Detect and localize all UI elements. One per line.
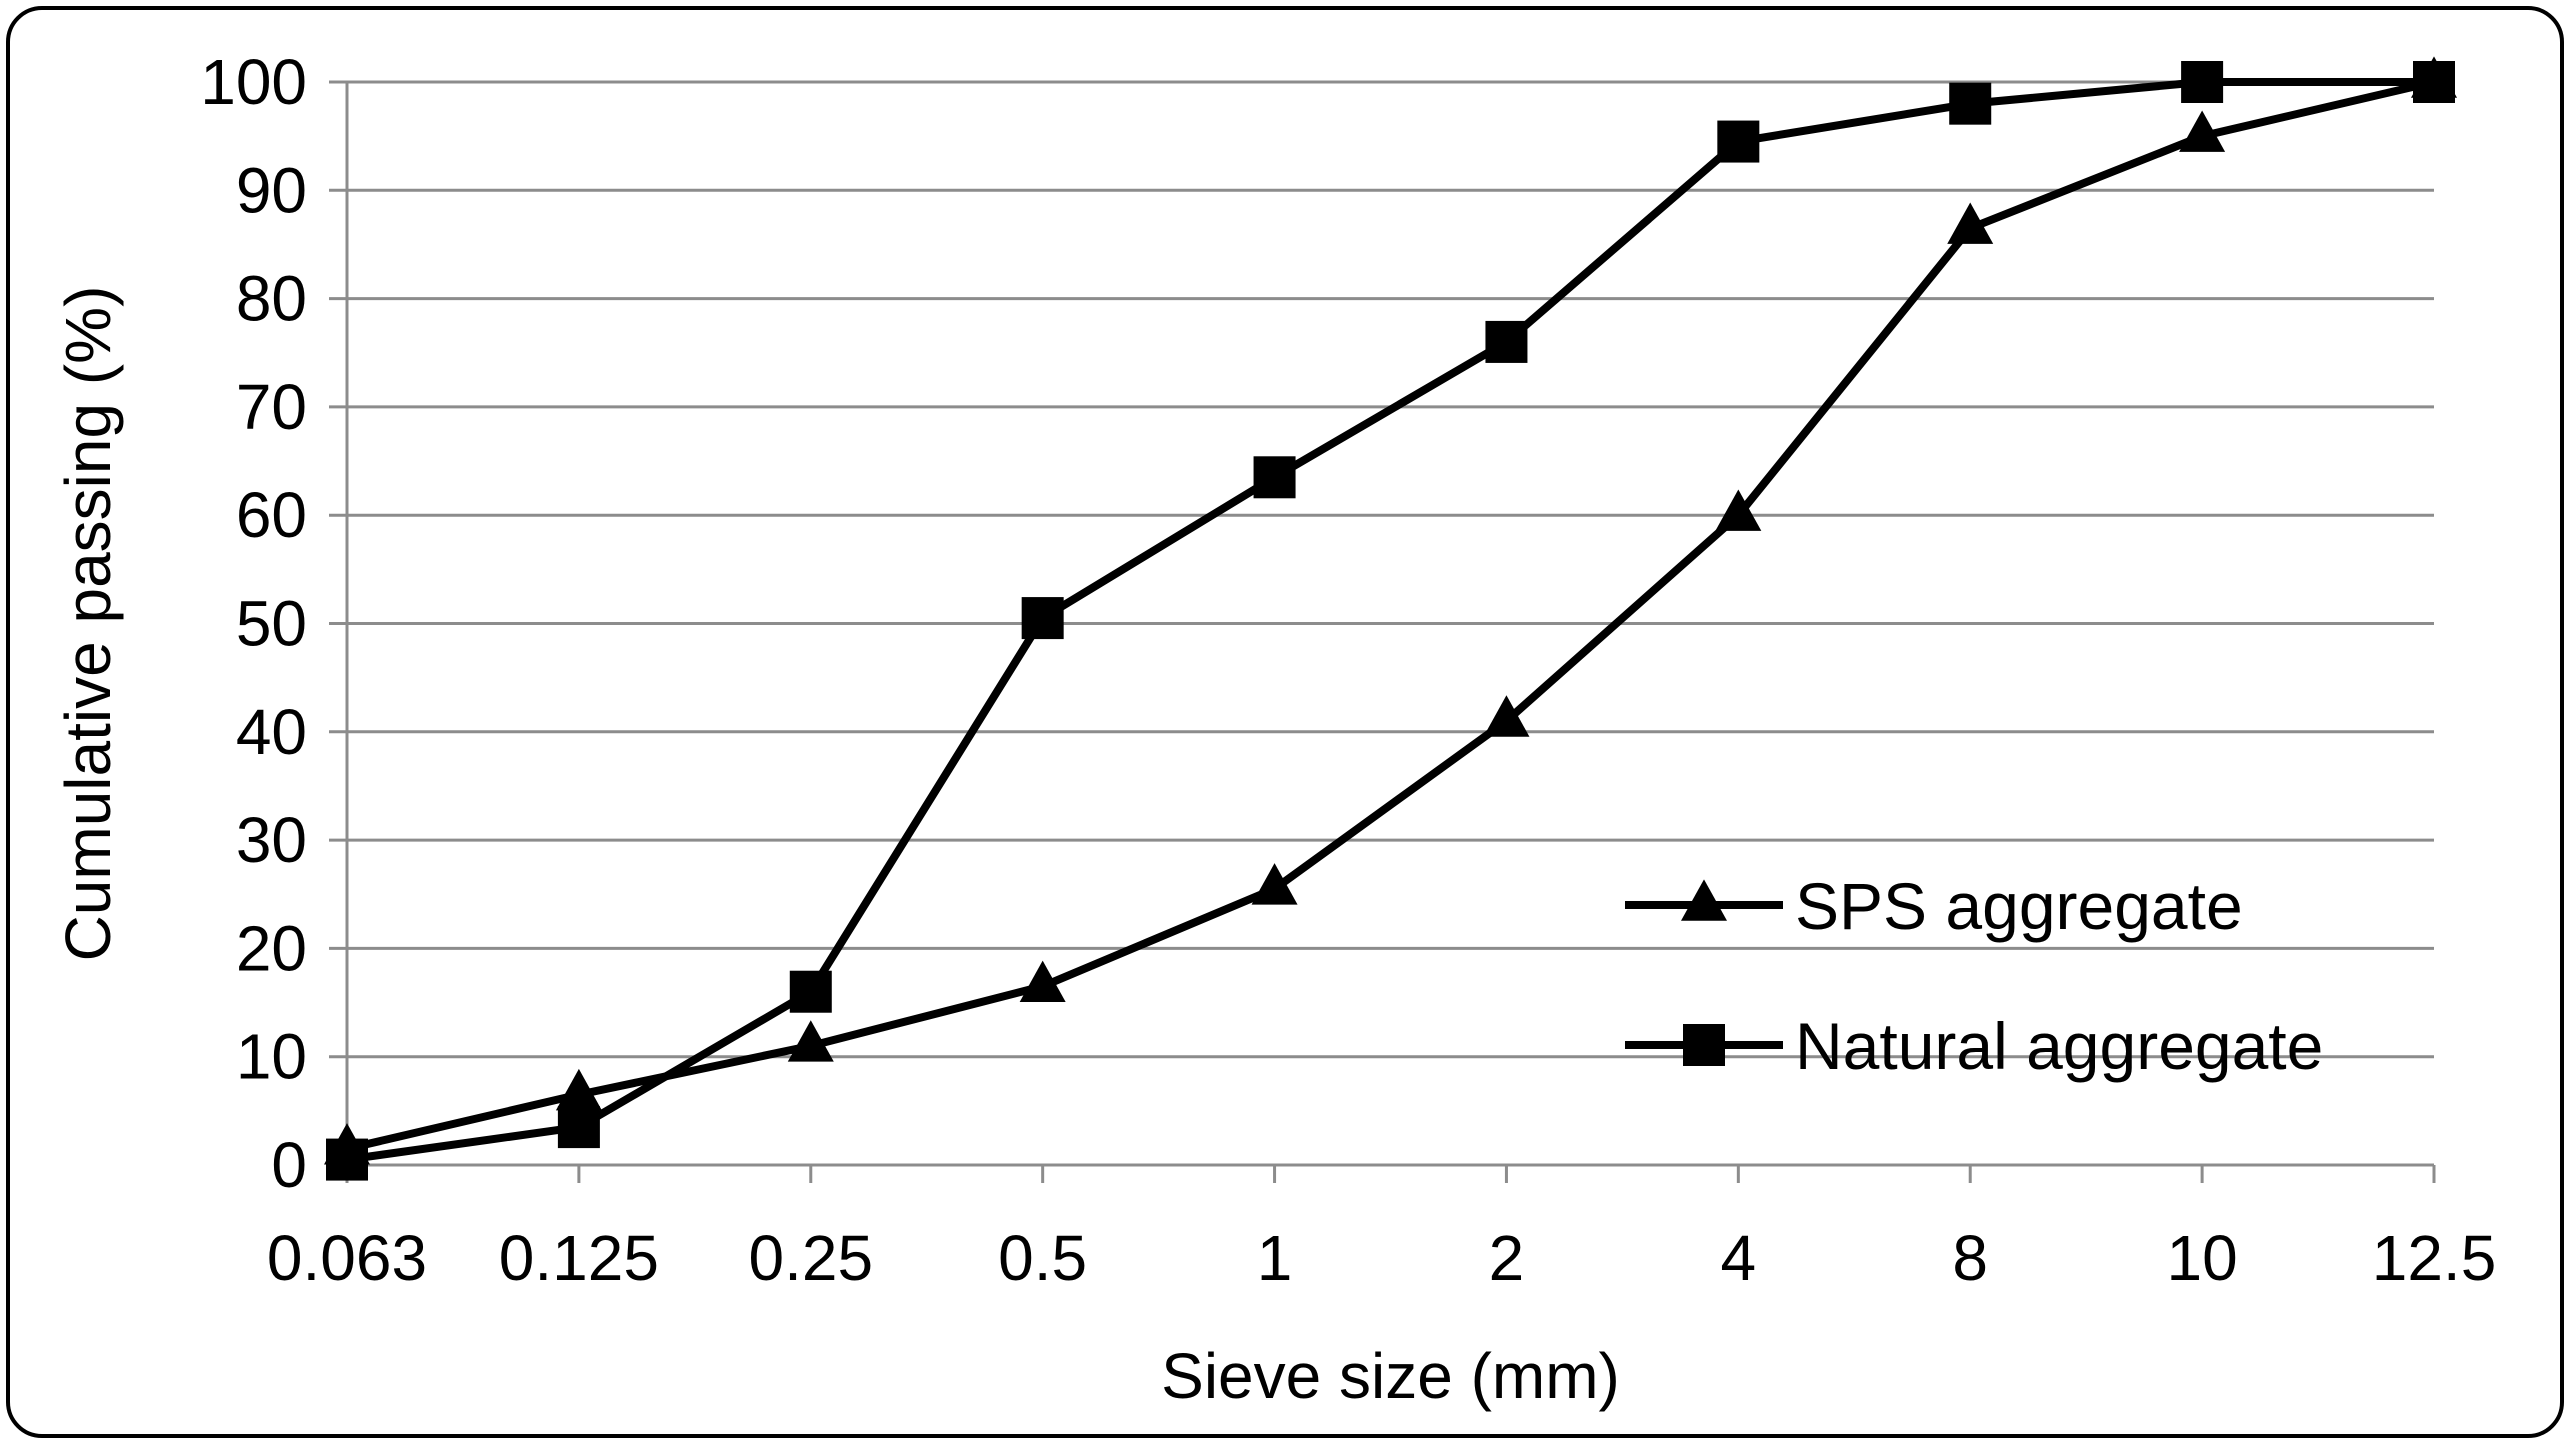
y-tick-label: 40	[236, 696, 307, 768]
legend-item: SPS aggregate	[1625, 869, 2243, 943]
y-tick-label: 50	[236, 588, 307, 660]
y-tick-label: 30	[236, 804, 307, 876]
x-tick-label: 10	[2167, 1222, 2238, 1294]
data-point-triangle	[1715, 489, 1762, 531]
x-tick-label: 12.5	[2372, 1222, 2497, 1294]
y-tick-label: 70	[236, 371, 307, 443]
series-sps-aggregate	[324, 56, 2457, 1165]
data-point-triangle	[2179, 110, 2226, 152]
series-natural-aggregate	[326, 61, 2455, 1181]
data-point-triangle	[1947, 202, 1994, 244]
legend-marker-square	[1683, 1024, 1725, 1066]
data-point-square	[1949, 82, 1992, 125]
data-point-triangle	[1019, 960, 1066, 1003]
legend-item: Natural aggregate	[1625, 1009, 2323, 1083]
x-tick-label: 0.125	[499, 1222, 659, 1294]
y-axis-title: Cumulative passing (%)	[52, 286, 124, 962]
x-axis-ticks: 0.063 0.125 0.25 0.5 1 2 4 8 10 12.5	[267, 1165, 2496, 1294]
series-line	[346, 78, 2434, 1164]
y-tick-label: 90	[236, 154, 307, 226]
data-point-square	[1021, 597, 1064, 640]
data-point-square	[789, 970, 832, 1013]
x-tick-label: 0.063	[267, 1222, 427, 1294]
data-point-triangle	[1483, 695, 1530, 737]
legend-label: SPS aggregate	[1795, 869, 2243, 943]
y-tick-label: 60	[236, 479, 307, 551]
data-point-triangle	[555, 1068, 602, 1111]
series-group	[324, 56, 2457, 1181]
data-point-triangle	[787, 1020, 834, 1062]
y-tick-label: 100	[200, 46, 307, 118]
x-tick-label: 0.5	[998, 1222, 1087, 1294]
legend-marker-triangle	[1681, 879, 1727, 921]
x-tick-label: 1	[1257, 1222, 1293, 1294]
y-tick-label: 80	[236, 263, 307, 335]
y-axis-ticks: 0 10 20 30 40 50 60 70 80 90 100	[200, 46, 347, 1201]
legend-label: Natural aggregate	[1795, 1009, 2323, 1083]
data-point-triangle	[1251, 863, 1298, 905]
x-tick-label: 4	[1721, 1222, 1757, 1294]
x-tick-label: 0.25	[748, 1222, 873, 1294]
data-point-square	[557, 1106, 600, 1149]
data-point-square	[1253, 456, 1296, 499]
data-point-square	[1717, 120, 1760, 163]
data-point-square	[2181, 61, 2224, 103]
x-tick-label: 2	[1489, 1222, 1525, 1294]
data-point-square	[326, 1138, 368, 1181]
y-tick-label: 20	[236, 912, 307, 984]
y-tick-label: 0	[271, 1129, 307, 1201]
data-point-square	[2413, 61, 2455, 103]
y-tick-label: 10	[236, 1021, 307, 1093]
x-axis-title: Sieve size (mm)	[1161, 1340, 1620, 1412]
x-tick-label: 8	[1952, 1222, 1988, 1294]
data-point-square	[1485, 320, 1528, 363]
legend: SPS aggregate Natural aggregate	[1625, 869, 2323, 1083]
chart-frame	[6, 6, 2564, 1438]
series-line	[346, 78, 2435, 1153]
